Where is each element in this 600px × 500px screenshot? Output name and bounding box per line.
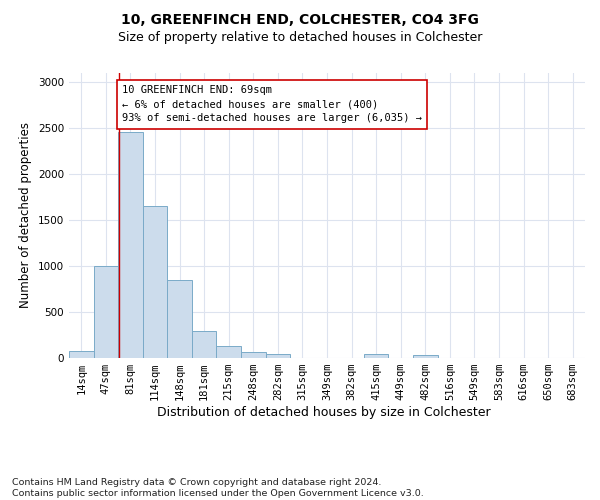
Text: Distribution of detached houses by size in Colchester: Distribution of detached houses by size … xyxy=(157,406,491,419)
Bar xyxy=(217,346,241,358)
Bar xyxy=(118,132,143,358)
Text: Contains HM Land Registry data © Crown copyright and database right 2024.
Contai: Contains HM Land Registry data © Crown c… xyxy=(12,478,424,498)
Y-axis label: Number of detached properties: Number of detached properties xyxy=(19,122,32,308)
Text: Size of property relative to detached houses in Colchester: Size of property relative to detached ho… xyxy=(118,30,482,44)
Bar xyxy=(266,354,290,358)
Bar xyxy=(167,280,192,357)
Bar xyxy=(94,266,118,358)
Bar xyxy=(364,354,388,358)
Text: 10 GREENFINCH END: 69sqm
← 6% of detached houses are smaller (400)
93% of semi-d: 10 GREENFINCH END: 69sqm ← 6% of detache… xyxy=(122,86,422,124)
Bar xyxy=(413,355,437,358)
Text: 10, GREENFINCH END, COLCHESTER, CO4 3FG: 10, GREENFINCH END, COLCHESTER, CO4 3FG xyxy=(121,13,479,27)
Bar xyxy=(192,331,217,357)
Bar xyxy=(241,352,266,358)
Bar xyxy=(69,351,94,358)
Bar xyxy=(143,206,167,358)
